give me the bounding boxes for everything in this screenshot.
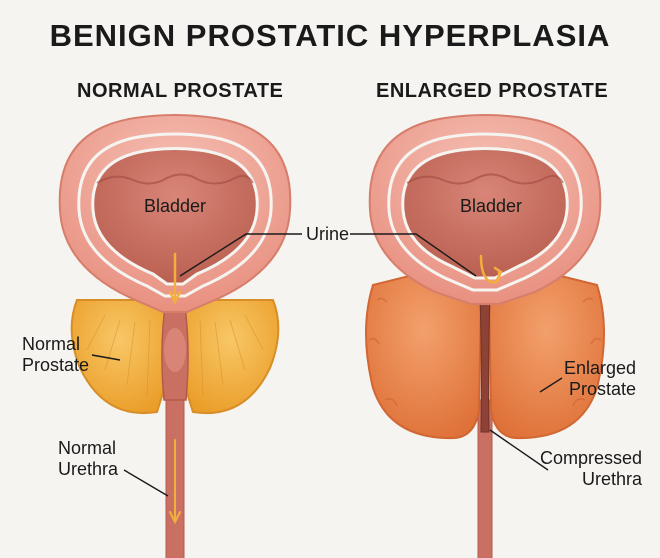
label-bladder-normal: Bladder [144,196,206,217]
label-normal-urethra: Normal Urethra [58,438,118,479]
label-enlarged-prostate: Enlarged Prostate [564,358,636,399]
panel-normal [60,115,291,558]
label-bladder-enlarged: Bladder [460,196,522,217]
label-normal-prostate: Normal Prostate [22,334,89,375]
label-compressed-urethra: Compressed Urethra [540,448,642,489]
panel-enlarged [366,115,604,558]
label-urine: Urine [306,224,349,245]
